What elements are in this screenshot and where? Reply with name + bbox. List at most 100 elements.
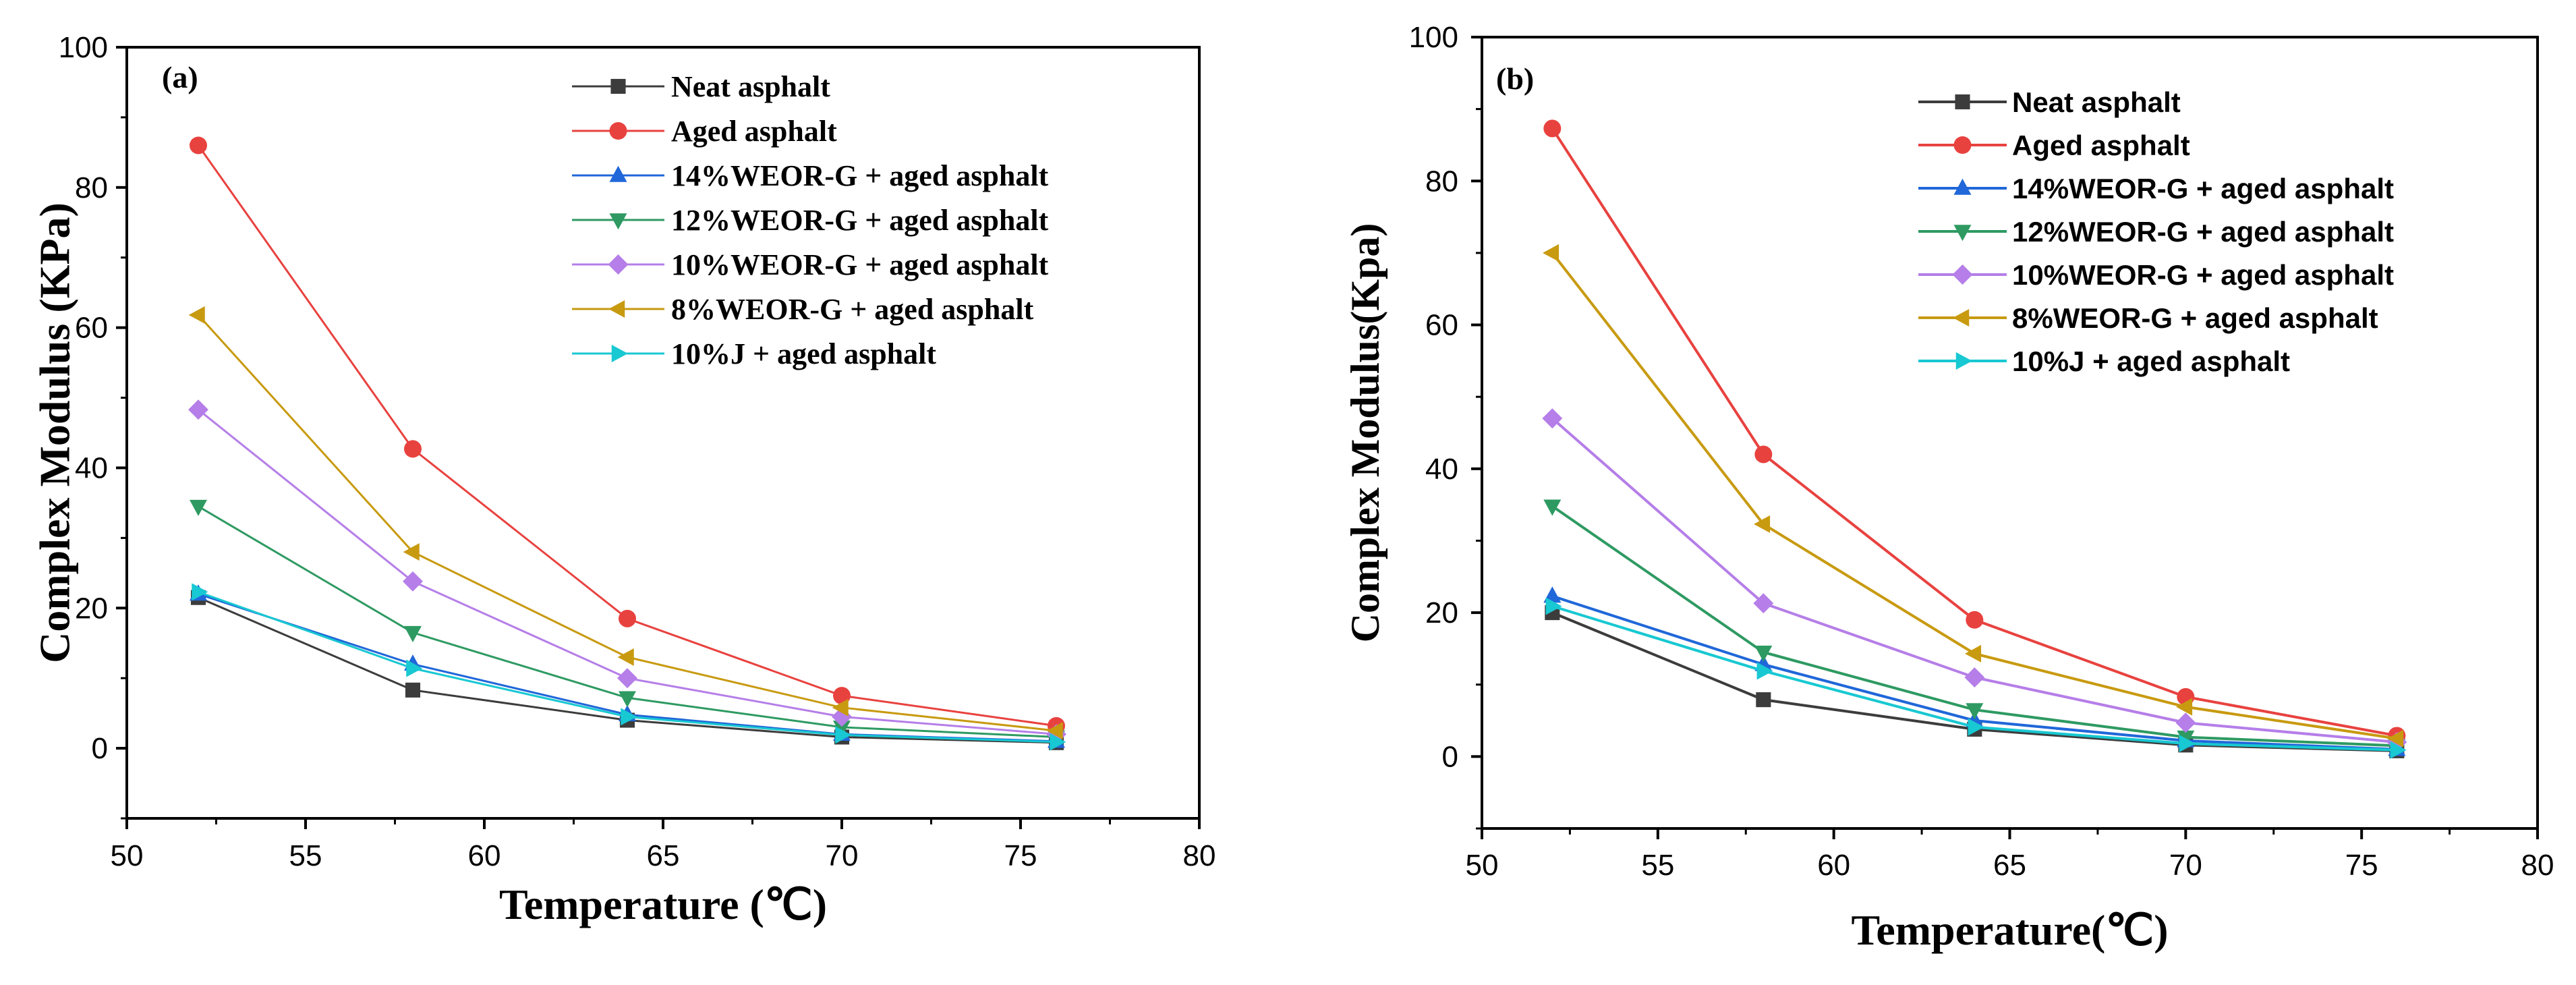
data-point — [188, 306, 205, 324]
data-point — [835, 726, 852, 744]
x-tick-label: 50 — [111, 839, 144, 872]
x-axis-title-a: Temperature (℃) — [499, 880, 827, 928]
chart-panel-a: 50 55 60 65 70 75 80 0 20 40 60 80 100 (a) Temperatu… — [31, 31, 1216, 928]
legend-label: 10%J + aged asphalt — [671, 337, 936, 370]
legend-b: Neat asphalt Aged asphalt 14%WEOR-G + aged… — [1918, 86, 2394, 377]
data-point — [188, 399, 208, 420]
legend-entry: 12%WEOR-G + aged asphalt — [572, 204, 1049, 237]
legend-marker — [609, 165, 627, 182]
data-point — [190, 499, 207, 516]
x-axis-title-b: Temperature(℃) — [1852, 906, 2169, 954]
legend-marker — [611, 345, 628, 362]
legend-label: 10%WEOR-G + aged asphalt — [671, 248, 1049, 281]
data-point — [619, 609, 636, 627]
data-point — [2390, 741, 2407, 759]
x-tick-label: 75 — [2345, 849, 2378, 882]
legend-label: 8%WEOR-G + aged asphalt — [2012, 302, 2378, 334]
legend-marker — [1953, 225, 1972, 242]
x-tick-label: 60 — [468, 839, 501, 872]
data-point — [1754, 645, 1773, 663]
data-point — [1968, 718, 1984, 736]
legend-marker — [1955, 94, 1970, 110]
legend-a: Neat asphalt Aged asphalt 14%WEOR-G + aged… — [572, 70, 1049, 370]
legend-label: Neat asphalt — [2012, 86, 2181, 118]
data-point — [1753, 593, 1774, 614]
y-axis-title-a: Complex Modulus (KPa) — [31, 202, 79, 663]
y-tick-label: 20 — [75, 592, 108, 625]
series-aged-asphalt — [190, 136, 1065, 735]
series-line — [1551, 417, 2397, 744]
legend-label: 14%WEOR-G + aged asphalt — [671, 159, 1049, 192]
legend-entry: 14%WEOR-G + aged asphalt — [1918, 173, 2394, 204]
data-point — [404, 440, 422, 458]
legend-entry: 12%WEOR-G + aged asphalt — [1918, 216, 2394, 248]
y-tick-label: 0 — [92, 732, 108, 765]
panel-label-b: (b) — [1496, 61, 1534, 96]
data-point — [1046, 722, 1063, 740]
legend-label: Aged asphalt — [671, 115, 837, 148]
legend-marker — [608, 300, 625, 318]
legend-marker — [609, 122, 627, 140]
series-8-weor-g-aged-asphalt — [188, 306, 1063, 740]
series-10-j-aged-asphalt — [192, 583, 1066, 751]
legend-label: Neat asphalt — [671, 70, 830, 103]
data-point — [621, 708, 637, 726]
legend-marker — [1953, 309, 1970, 327]
data-point — [406, 659, 423, 677]
legend-marker — [1955, 352, 1972, 370]
data-point — [1756, 692, 1771, 708]
data-point — [1543, 499, 1562, 516]
data-point — [2175, 712, 2196, 733]
legend-label: 10%WEOR-G + aged asphalt — [2012, 259, 2394, 291]
legend-entry: Neat asphalt — [1918, 86, 2181, 118]
legend-label: 10%J + aged asphalt — [2012, 345, 2290, 377]
data-point — [619, 691, 636, 708]
legend-entry: 10%WEOR-G + aged asphalt — [1918, 259, 2394, 291]
y-axis-title-b: Complex Modulus(Kpa) — [1343, 223, 1387, 643]
y-tick-label: 0 — [1442, 740, 1458, 773]
legend-entry: 14%WEOR-G + aged asphalt — [572, 159, 1049, 192]
x-tick-label: 55 — [289, 839, 322, 872]
data-point — [1754, 445, 1773, 463]
data-point — [1542, 408, 1563, 429]
legend-entry: Aged asphalt — [572, 115, 837, 148]
data-point — [1966, 611, 1984, 629]
legend-label: 14%WEOR-G + aged asphalt — [2012, 173, 2394, 204]
axis-ticks-a: 50 55 60 65 70 75 80 0 20 40 60 80 100 — [59, 31, 1216, 872]
series-layer-b — [1542, 119, 2407, 759]
data-point — [403, 543, 420, 561]
legend-marker — [608, 254, 629, 275]
data-point — [190, 136, 207, 154]
series-8-weor-g-aged-asphalt — [1543, 244, 2404, 748]
x-tick-label: 50 — [1466, 849, 1499, 882]
y-tick-label: 80 — [1425, 165, 1458, 198]
data-point — [617, 648, 634, 667]
data-point — [617, 668, 637, 689]
y-tick-label: 20 — [1425, 596, 1458, 629]
data-point — [832, 698, 849, 716]
series-layer-a — [188, 136, 1066, 751]
legend-entry: 10%WEOR-G + aged asphalt — [572, 248, 1049, 281]
legend-marker — [1953, 136, 1972, 154]
legend-entry: 8%WEOR-G + aged asphalt — [1918, 302, 2378, 334]
x-tick-label: 75 — [1004, 839, 1037, 872]
legend-marker — [609, 213, 627, 230]
data-point — [2179, 735, 2196, 753]
y-tick-label: 40 — [75, 451, 108, 484]
legend-entry: Neat asphalt — [572, 70, 830, 103]
axis-ticks-b: 50 55 60 65 70 75 80 0 20 40 60 80 100 — [1409, 21, 2554, 882]
data-point — [833, 721, 851, 737]
x-tick-label: 80 — [1183, 839, 1216, 872]
data-point — [1050, 733, 1066, 751]
legend-label: 8%WEOR-G + aged asphalt — [671, 293, 1034, 326]
y-tick-label: 60 — [75, 312, 108, 345]
data-point — [1756, 662, 1773, 680]
legend-marker — [1952, 264, 1973, 285]
legend-entry: 10%J + aged asphalt — [1918, 345, 2290, 377]
data-point — [2176, 698, 2193, 716]
legend-entry: Aged asphalt — [1918, 130, 2190, 161]
data-point — [1543, 119, 1562, 138]
legend-entry: 8%WEOR-G + aged asphalt — [572, 293, 1034, 326]
y-tick-label: 60 — [1425, 309, 1458, 342]
